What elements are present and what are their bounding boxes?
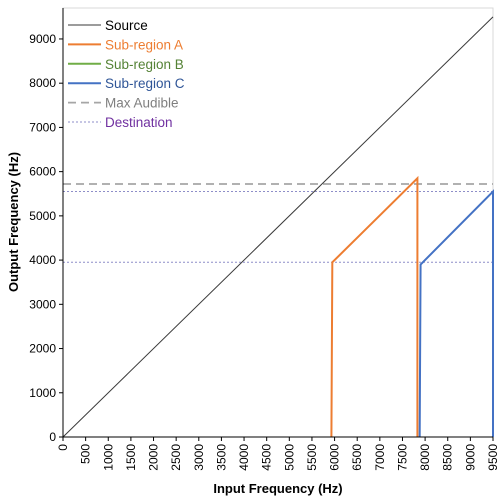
legend-label-source: Source [105,18,148,33]
x-tick-label: 6000 [328,444,342,471]
legend-label-sub-region-c: Sub-region C [105,76,185,91]
x-tick-label: 3500 [214,444,228,471]
series-line-sub-region-a [330,175,419,438]
legend-label-sub-region-b: Sub-region B [105,57,184,72]
series-line-sub-region-c [418,189,494,438]
x-tick-label: 9500 [486,444,500,471]
x-tick-label: 8000 [418,444,432,471]
x-tick-label: 3000 [192,444,206,471]
x-tick-label: 7000 [373,444,387,471]
x-tick-label: 0 [56,444,70,451]
y-tick-label: 7000 [29,120,56,134]
series-line-source [62,16,494,438]
y-tick-label: 1000 [29,386,56,400]
y-tick-label: 9000 [29,32,56,46]
series-lines [62,16,494,438]
x-tick-label: 5000 [282,444,296,471]
y-tick-label: 6000 [29,165,56,179]
x-tick-label: 9000 [463,444,477,471]
y-tick-label: 2000 [29,342,56,356]
legend-label-destination: Destination [105,115,173,130]
y-tick-label: 3000 [29,297,56,311]
x-axis-title: Input Frequency (Hz) [213,481,342,496]
x-tick-label: 1000 [101,444,115,471]
x-tick-label: 5500 [305,444,319,471]
y-axis-title: Output Frequency (Hz) [6,152,21,292]
axes: 0 1000 2000 3000 4000 5000 6000 7000 8000 9000 0 50… [29,8,500,471]
y-tick-label: 5000 [29,209,56,223]
x-tick-label: 7500 [395,444,409,471]
x-tick-label: 4500 [260,444,274,471]
x-tick-label: 2000 [147,444,161,471]
y-tick-label: 8000 [29,76,56,90]
x-tick-label: 500 [79,444,93,464]
y-tick-label: 4000 [29,253,56,267]
x-tick-label: 8500 [441,444,455,471]
legend: Source Sub-region A Sub-region B Sub-region… [68,18,185,130]
x-tick-label: 2500 [169,444,183,471]
y-tick-label: 0 [49,430,56,444]
x-tick-label: 1500 [124,444,138,471]
x-tick-label: 4000 [237,444,251,471]
x-tick-label: 6500 [350,444,364,471]
legend-label-max-audible: Max Audible [105,96,179,111]
plot-area [62,7,494,438]
legend-label-sub-region-a: Sub-region A [105,37,183,52]
